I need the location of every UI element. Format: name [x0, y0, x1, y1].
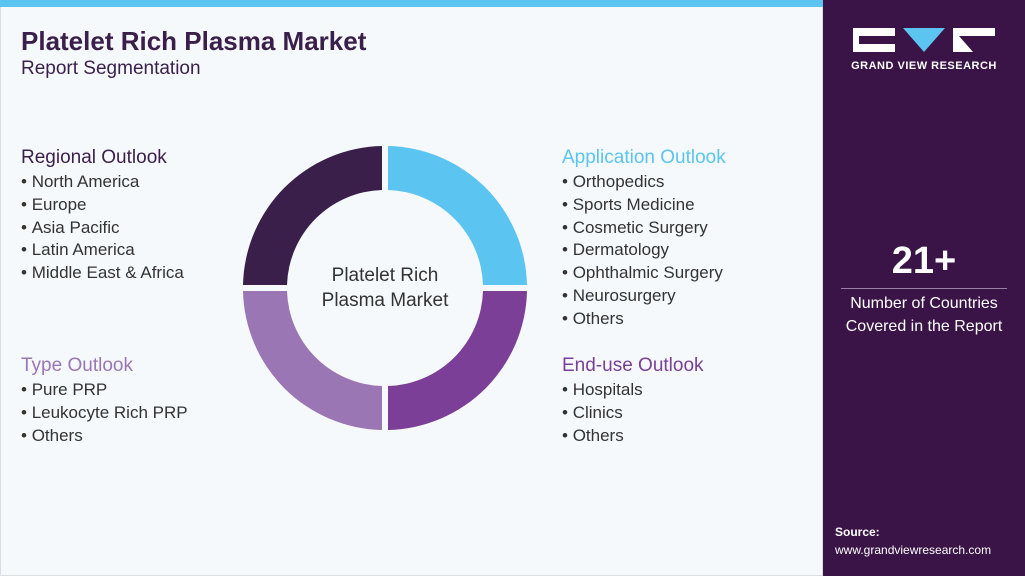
- donut: [243, 146, 527, 430]
- top-stripe: [0, 0, 823, 7]
- segment-item: Clinics: [562, 402, 704, 425]
- title: Platelet Rich Plasma Market: [21, 26, 367, 56]
- source-url: www.grandviewresearch.com: [835, 543, 992, 557]
- segment-item: Dermatology: [562, 239, 726, 262]
- segment: Application Outlook OrthopedicsSports Med…: [562, 147, 726, 331]
- segment-item: Pure PRP: [21, 379, 188, 402]
- segment-item: Hospitals: [562, 379, 704, 402]
- segment-item: Leukocyte Rich PRP: [21, 402, 188, 425]
- segment-item: Ophthalmic Surgery: [562, 262, 726, 285]
- segment-item: Asia Pacific: [21, 217, 184, 240]
- segment: Type Outlook Pure PRPLeukocyte Rich PRPOt…: [21, 355, 188, 447]
- segment-item: North America: [21, 171, 184, 194]
- stat-value: 21+: [891, 240, 957, 282]
- donut-segment: [243, 146, 382, 285]
- logo: [853, 28, 995, 52]
- segment-item: Neurosurgery: [562, 285, 726, 308]
- segment: End-use Outlook HospitalsClinicsOthers: [562, 355, 704, 447]
- donut-segment: [243, 291, 382, 430]
- donut-segment: [388, 291, 527, 430]
- segment-title: Application Outlook: [562, 147, 726, 168]
- divider: [841, 288, 1007, 289]
- source-label: Source:: [835, 525, 880, 539]
- donut-segment: [388, 146, 527, 285]
- segment-item: Others: [21, 425, 188, 448]
- segment-title: Type Outlook: [21, 355, 133, 376]
- stat-label: Number of Countries Covered in the Repor…: [845, 295, 1003, 335]
- segment-item: Sports Medicine: [562, 194, 726, 217]
- segment-title: End-use Outlook: [562, 355, 704, 376]
- center-label: Platelet Rich Plasma Market: [321, 265, 449, 311]
- segment-item: Orthopedics: [562, 171, 726, 194]
- segment-item: Cosmetic Surgery: [562, 217, 726, 240]
- segment-item: Others: [562, 425, 704, 448]
- segment-item: Others: [562, 308, 726, 331]
- brand: GRAND VIEW RESEARCH: [851, 60, 997, 72]
- sidebar: GRAND VIEW RESEARCH 21+ Number of Countr…: [823, 0, 1025, 576]
- segment-item: Europe: [21, 194, 184, 217]
- segment-item: Middle East & Africa: [21, 262, 184, 285]
- segment-title: Regional Outlook: [21, 147, 167, 168]
- subtitle: Report Segmentation: [21, 58, 201, 79]
- segment: Regional Outlook North AmericaEuropeAsia …: [21, 147, 184, 285]
- segment-item: Latin America: [21, 239, 184, 262]
